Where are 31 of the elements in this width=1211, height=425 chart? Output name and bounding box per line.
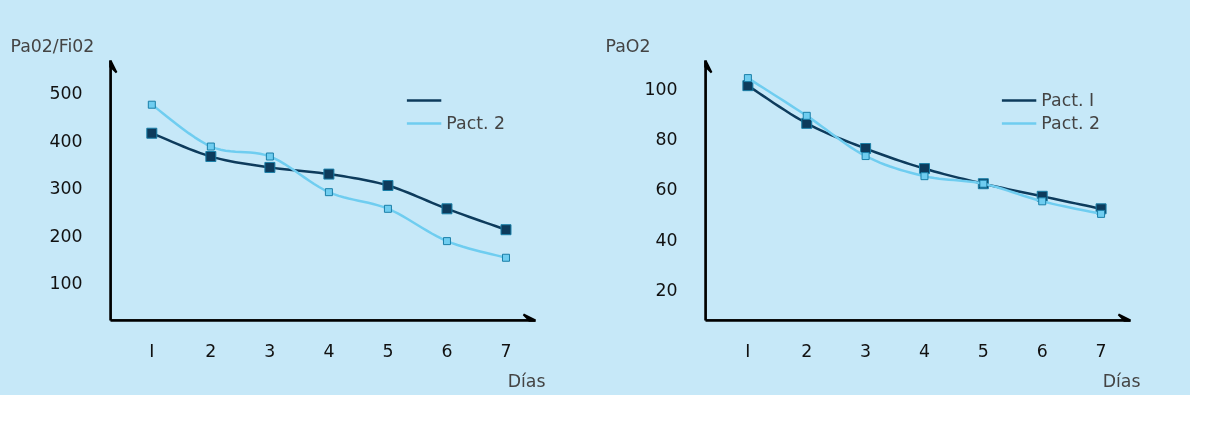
- x-tick-label: 3: [860, 340, 872, 361]
- x-tick-label: 4: [323, 340, 335, 361]
- y-tick-label: 100: [49, 273, 83, 294]
- x-tick-label: 6: [1036, 340, 1048, 361]
- y-tick-label: 60: [655, 179, 678, 200]
- x-tick-label: 7: [500, 340, 512, 361]
- x-tick-label: I: [745, 340, 751, 361]
- legend-label: Pact. 2: [1041, 113, 1100, 133]
- x-tick-label: 2: [801, 340, 813, 361]
- x-tick-label: 4: [918, 340, 930, 361]
- x-tick-label: 7: [1095, 340, 1107, 361]
- y-axis-title: Pa02/Fi02: [10, 35, 95, 56]
- y-tick-label: 40: [655, 229, 678, 250]
- legend-label: Pact. I: [1041, 90, 1095, 110]
- x-axis-title: Días: [1102, 370, 1141, 391]
- y-tick-label: 400: [49, 130, 83, 151]
- y-tick-label: 200: [49, 225, 83, 246]
- x-tick-label: 5: [977, 340, 989, 361]
- x-axis-title: Días: [507, 370, 546, 391]
- x-tick-label: 2: [205, 340, 217, 361]
- legend-label: Pact. 2: [446, 113, 505, 133]
- y-tick-label: 80: [655, 128, 678, 149]
- y-tick-label: 100: [644, 78, 678, 99]
- x-tick-label: 6: [441, 340, 453, 361]
- y-tick-label: 20: [655, 279, 678, 300]
- x-tick-label: 5: [382, 340, 394, 361]
- x-tick-label: I: [149, 340, 155, 361]
- y-tick-label: 500: [49, 83, 83, 104]
- y-tick-label: 300: [49, 178, 83, 199]
- y-axis-title: PaO2: [605, 35, 651, 56]
- x-tick-label: 3: [264, 340, 276, 361]
